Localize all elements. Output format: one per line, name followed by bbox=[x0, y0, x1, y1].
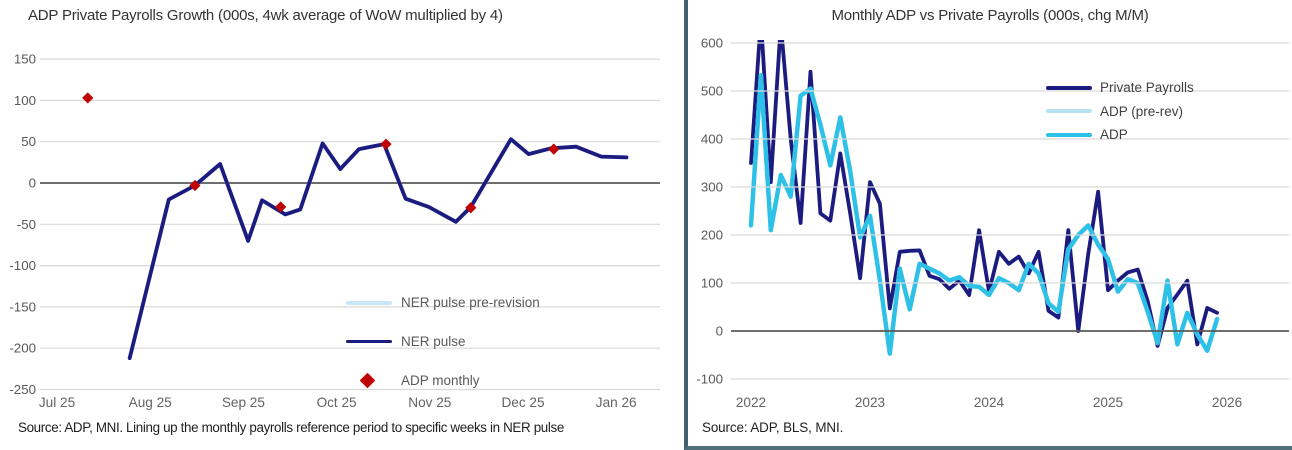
legend-item-private-payrolls: Private Payrolls bbox=[1046, 76, 1194, 100]
series-line-ner-pulse bbox=[127, 137, 629, 361]
y-tick-label: 200 bbox=[701, 228, 723, 243]
x-tick-label: Sep 25 bbox=[222, 395, 265, 410]
x-tick-label: 2026 bbox=[1212, 395, 1242, 410]
x-tick-label: 2022 bbox=[736, 395, 766, 410]
x-tick-label: 2025 bbox=[1093, 395, 1123, 410]
y-tick-label: -200 bbox=[9, 341, 36, 356]
right-chart-panel: Monthly ADP vs Private Payrolls (000s, c… bbox=[684, 0, 1292, 450]
left-chart-title: ADP Private Payrolls Growth (000s, 4wk a… bbox=[28, 7, 503, 24]
y-tick-label: 100 bbox=[14, 93, 36, 108]
legend-label: ADP bbox=[1100, 127, 1128, 143]
legend-item-adp-monthly: ADP monthly bbox=[346, 361, 540, 400]
right-chart-title: Monthly ADP vs Private Payrolls (000s, c… bbox=[831, 7, 1149, 24]
plot-clip-area bbox=[748, 40, 1220, 356]
y-axis-tick-labels: 150 100 50 0 -50 -100 -150 -200 -250 bbox=[9, 52, 36, 397]
y-tick-label: 150 bbox=[14, 52, 36, 67]
line-swatch-icon bbox=[1046, 85, 1092, 90]
legend-label: NER pulse pre-revision bbox=[401, 295, 540, 310]
legend-line-swatch bbox=[346, 339, 392, 344]
y-tick-label: -250 bbox=[9, 382, 36, 397]
x-tick-label: Dec 25 bbox=[501, 395, 544, 410]
y-tick-label: 500 bbox=[701, 84, 723, 99]
y-tick-label: 400 bbox=[701, 132, 723, 147]
y-tick-label: 0 bbox=[29, 176, 36, 191]
y-axis-tick-labels: 600 500 400 300 200 100 0 -100 bbox=[696, 36, 723, 387]
gridlines bbox=[731, 42, 1289, 380]
line-swatch-icon bbox=[1046, 109, 1092, 114]
x-tick-label: Jul 25 bbox=[39, 395, 75, 410]
x-tick-label: Oct 25 bbox=[317, 395, 357, 410]
legend-line-swatch bbox=[346, 300, 392, 305]
legend-line-swatch bbox=[1046, 85, 1092, 90]
left-chart-panel: ADP Private Payrolls Growth (000s, 4wk a… bbox=[9, 7, 660, 435]
diamond-marker bbox=[548, 143, 560, 155]
right-chart-legend: Private Payrolls ADP (pre-rev) ADP bbox=[1046, 76, 1194, 147]
x-tick-label: Jan 26 bbox=[596, 395, 637, 410]
x-axis-tick-labels: 2022 2023 2024 2025 2026 bbox=[736, 395, 1242, 410]
left-chart-legend: NER pulse pre-revision NER pulse ADP month… bbox=[346, 283, 540, 400]
y-tick-label: -100 bbox=[696, 372, 723, 387]
line-swatch-icon bbox=[346, 300, 392, 305]
y-tick-label: 50 bbox=[21, 134, 36, 149]
y-tick-label: -50 bbox=[17, 217, 36, 232]
series-markers-adp-monthly bbox=[82, 92, 560, 214]
y-tick-label: 0 bbox=[716, 324, 723, 339]
line-swatch-icon bbox=[1046, 132, 1092, 137]
y-tick-label: -100 bbox=[9, 258, 36, 273]
diamond-marker bbox=[380, 138, 392, 150]
diamond-marker bbox=[275, 201, 287, 213]
legend-label: NER pulse bbox=[401, 334, 466, 349]
series-line-private-payrolls bbox=[749, 40, 1219, 348]
diamond-icon bbox=[359, 372, 376, 389]
diamond-marker bbox=[82, 92, 94, 104]
legend-line-swatch bbox=[1046, 109, 1092, 114]
legend-item-ner-pulse: NER pulse bbox=[346, 322, 540, 361]
diamond-marker bbox=[189, 179, 201, 192]
y-tick-label: -150 bbox=[9, 299, 36, 314]
legend-item-adp: ADP bbox=[1046, 123, 1194, 147]
legend-line-swatch bbox=[1046, 132, 1092, 137]
gridlines bbox=[40, 58, 660, 391]
legend-label: Private Payrolls bbox=[1100, 80, 1194, 96]
legend-item-adp-pre-rev: ADP (pre-rev) bbox=[1046, 100, 1194, 124]
legend-item-ner-pulse-pre-revision: NER pulse pre-revision bbox=[346, 283, 540, 322]
legend-label: ADP monthly bbox=[401, 373, 480, 388]
line-swatch-icon bbox=[346, 339, 392, 344]
series-line-adp bbox=[748, 72, 1220, 356]
legend-label: ADP (pre-rev) bbox=[1100, 103, 1184, 119]
x-tick-label: Nov 25 bbox=[408, 395, 451, 410]
y-tick-label: 300 bbox=[701, 180, 723, 195]
y-tick-label: 600 bbox=[701, 36, 723, 51]
x-tick-label: Aug 25 bbox=[129, 395, 172, 410]
legend-diamond-swatch bbox=[346, 372, 392, 389]
right-chart-source: Source: ADP, BLS, MNI. bbox=[702, 420, 844, 435]
x-axis-tick-labels: Jul 25 Aug 25 Sep 25 Oct 25 Nov 25 Dec 25 Jan … bbox=[39, 395, 637, 410]
x-tick-label: 2023 bbox=[855, 395, 885, 410]
y-tick-label: 100 bbox=[701, 276, 723, 291]
x-tick-label: 2024 bbox=[974, 395, 1005, 410]
left-chart-source: Source: ADP, MNI. Lining up the monthly … bbox=[18, 420, 564, 435]
diamond-marker bbox=[465, 202, 477, 214]
